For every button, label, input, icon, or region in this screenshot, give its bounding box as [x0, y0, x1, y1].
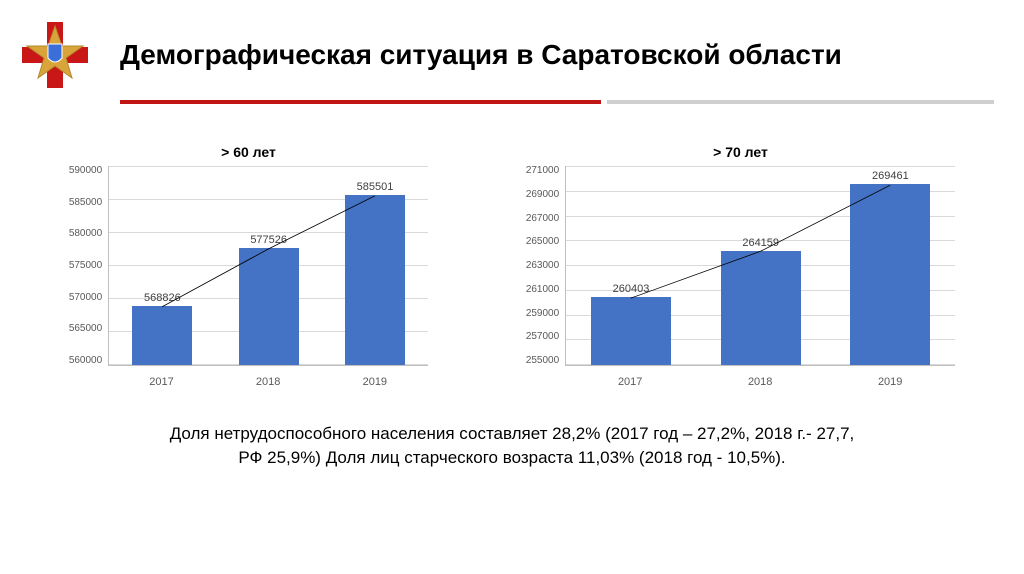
ytick: 580000 [69, 229, 102, 239]
xtick: 2018 [695, 372, 825, 392]
xtick: 2018 [215, 372, 322, 392]
ytick: 585000 [69, 198, 102, 208]
gridline [109, 166, 428, 167]
bar [345, 195, 405, 365]
ytick: 570000 [69, 293, 102, 303]
bar-value-label: 260403 [613, 283, 650, 295]
ytick: 257000 [526, 332, 559, 342]
chart1-plot-area: 568826 577526 585501 [108, 166, 428, 366]
chart-over-70: > 70 лет 2710002690002670002650002630002… [526, 144, 955, 392]
ytick: 560000 [69, 356, 102, 366]
bar-group: 269461 [826, 170, 956, 365]
caption-line1: Доля нетрудоспособного населения составл… [170, 424, 855, 443]
chart1-title: > 60 лет [69, 144, 428, 160]
chart2-plot: 271000 269000 267000 265000 263000 261000 2590… [526, 166, 955, 392]
chart1-yaxis: 590000 585000 580000 575000 570000 565000 5600… [69, 166, 108, 366]
ytick: 255000 [526, 356, 559, 366]
chart-over-60: > 60 лет 5900005850005800005750005700005… [69, 144, 428, 392]
xtick: 2019 [825, 372, 955, 392]
bar [721, 251, 801, 365]
rule-gray-segment [607, 100, 994, 104]
xtick: 2019 [322, 372, 429, 392]
ytick: 263000 [526, 261, 559, 271]
bar-group: 568826 [109, 292, 215, 365]
charts-row: > 60 лет 5900005850005800005750005700005… [0, 144, 1024, 392]
chart2-title: > 70 лет [526, 144, 955, 160]
slide-title: Демографическая ситуация в Саратовской о… [120, 39, 842, 71]
bar-value-label: 577526 [250, 234, 287, 246]
emblem-logo [20, 20, 90, 90]
caption-line2: РФ 25,9%) Доля лиц старческого возраста … [238, 448, 785, 467]
ytick: 267000 [526, 214, 559, 224]
chart2-xaxis: 201720182019 [565, 372, 955, 392]
xtick: 2017 [565, 372, 695, 392]
bar-group: 585501 [322, 181, 428, 365]
slide-header: Демографическая ситуация в Саратовской о… [0, 0, 1024, 100]
caption-text: Доля нетрудоспособного населения составл… [0, 422, 1024, 470]
bar-value-label: 264159 [742, 237, 779, 249]
ytick: 575000 [69, 261, 102, 271]
bar-group: 577526 [216, 234, 322, 365]
ytick: 261000 [526, 285, 559, 295]
ytick: 271000 [526, 166, 559, 176]
ytick: 259000 [526, 309, 559, 319]
chart2-yaxis: 271000 269000 267000 265000 263000 261000 2590… [526, 166, 565, 366]
ytick: 565000 [69, 324, 102, 334]
ytick: 269000 [526, 190, 559, 200]
chart2-plot-area: 260403 264159 269461 [565, 166, 955, 366]
bar [239, 248, 299, 365]
bar [591, 297, 671, 365]
bar-value-label: 585501 [357, 181, 394, 193]
ytick: 590000 [69, 166, 102, 176]
bar [850, 184, 930, 365]
bar-group: 260403 [566, 283, 696, 365]
header-rule [120, 100, 994, 104]
xtick: 2017 [108, 372, 215, 392]
bar-value-label: 269461 [872, 170, 909, 182]
bar-value-label: 568826 [144, 292, 181, 304]
chart1-plot: 590000 585000 580000 575000 570000 565000 5600… [69, 166, 428, 392]
gridline [566, 166, 955, 167]
chart1-xaxis: 201720182019 [108, 372, 428, 392]
rule-red-segment [120, 100, 601, 104]
ytick: 265000 [526, 237, 559, 247]
bar [132, 306, 192, 365]
bar-group: 264159 [696, 237, 826, 365]
